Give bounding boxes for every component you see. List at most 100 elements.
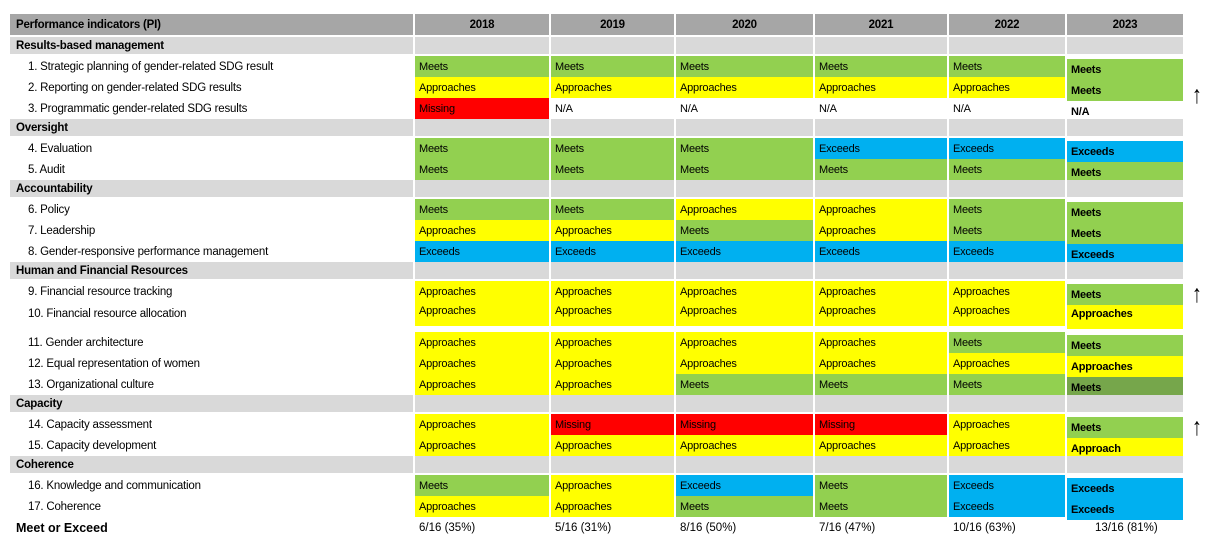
section-cell xyxy=(676,395,813,412)
section-label: Human and Financial Resources xyxy=(10,262,413,279)
status-cell-meets: Meets xyxy=(949,374,1065,395)
section-cell xyxy=(949,395,1065,412)
status-cell-exceeds: Exceeds xyxy=(551,241,674,262)
section-cell xyxy=(415,262,549,279)
indicator-table: Performance indicators (PI) 2018 2019 20… xyxy=(10,14,1202,540)
indicator-row: 6. Policy Meets Meets Approaches Approaches M… xyxy=(10,199,1183,223)
section-label: Accountability xyxy=(10,180,413,197)
status-cell-approaches: Approaches xyxy=(676,199,813,220)
status-cell-meets: Meets xyxy=(949,159,1065,180)
status-cell-approaches: Approaches xyxy=(949,435,1065,456)
status-cell-approaches: Approaches xyxy=(949,302,1065,326)
indicator-row: 11. Gender architecture Approaches Approac… xyxy=(10,332,1183,356)
status-cell-approaches: Approaches xyxy=(551,281,674,302)
section-cell xyxy=(949,180,1065,197)
year-header-2022: 2022 xyxy=(949,14,1065,35)
indicator-label: 13. Organizational culture xyxy=(10,374,413,395)
status-cell-meets: Meets xyxy=(676,374,813,395)
summary-value-2020: 8/16 (50%) xyxy=(680,521,737,534)
status-cell-meets: Meets xyxy=(1067,202,1183,223)
section-label: Coherence xyxy=(10,456,413,473)
indicator-label: 6. Policy xyxy=(10,199,413,220)
section-cell xyxy=(551,456,674,473)
indicator-label: 12. Equal representation of women xyxy=(10,353,413,374)
status-cell-exceeds: Exceeds xyxy=(1067,499,1183,520)
summary-label: Meet or Exceed xyxy=(16,520,108,535)
status-cell-approaches: Approaches xyxy=(815,435,947,456)
status-cell-approaches: Approaches xyxy=(815,353,947,374)
section-cell xyxy=(415,37,549,54)
status-cell-approaches: Approaches xyxy=(676,302,813,326)
section-cell xyxy=(551,119,674,136)
status-cell-meets: Meets xyxy=(1067,59,1183,80)
status-cell-meets: Meets xyxy=(415,56,549,77)
indicator-label: 17. Coherence xyxy=(10,496,413,517)
section-cell xyxy=(1067,37,1183,54)
indicator-row: 7. Leadership Approaches Approaches Meets Ap… xyxy=(10,220,1183,244)
status-cell-missing: Missing xyxy=(815,414,947,435)
section-row: Oversight xyxy=(10,119,1183,136)
status-cell-exceeds: Exceeds xyxy=(949,241,1065,262)
status-cell-approaches: Approaches xyxy=(415,353,549,374)
section-cell xyxy=(949,262,1065,279)
summary-value-2023: 13/16 (81%) xyxy=(1095,521,1158,534)
status-cell-approaches: Approaches xyxy=(815,302,947,326)
section-cell xyxy=(815,395,947,412)
status-cell-meets: Meets xyxy=(1067,80,1183,101)
table-body: Results-based management 1. Strategic pla… xyxy=(10,37,1202,520)
section-row: Accountability xyxy=(10,180,1183,197)
status-cell-meets: Meets xyxy=(415,475,549,496)
status-cell-meets: Meets xyxy=(676,496,813,517)
status-cell-approaches: Approaches xyxy=(815,77,947,98)
section-cell xyxy=(551,180,674,197)
section-cell xyxy=(551,37,674,54)
year-header-2023: 2023 xyxy=(1067,14,1183,35)
year-header-2020: 2020 xyxy=(676,14,813,35)
indicator-row: 10. Financial resource allocation Approac… xyxy=(10,302,1183,329)
indicator-label: 2. Reporting on gender-related SDG resul… xyxy=(10,77,413,98)
status-cell-na: N/A xyxy=(949,98,1065,119)
status-cell-approaches: Approaches xyxy=(415,435,549,456)
status-cell-approaches: Approaches xyxy=(415,332,549,353)
status-cell-exceeds: Exceeds xyxy=(676,241,813,262)
status-cell-approaches: Approaches xyxy=(415,496,549,517)
status-cell-missing: Missing xyxy=(676,414,813,435)
status-cell-exceeds: Exceeds xyxy=(949,475,1065,496)
status-cell-approaches: Approaches xyxy=(815,332,947,353)
trend-up-arrow-icon: ↑ xyxy=(1192,413,1202,442)
status-cell-approaches: Approaches xyxy=(676,281,813,302)
section-label: Oversight xyxy=(10,119,413,136)
indicator-label: 14. Capacity assessment xyxy=(10,414,413,435)
status-cell-approaches: Approach xyxy=(1067,438,1183,459)
status-cell-exceeds: Exceeds xyxy=(949,138,1065,159)
status-cell-missing: Missing xyxy=(415,98,549,119)
status-cell-approaches: Approaches xyxy=(551,77,674,98)
status-cell-approaches: Approaches xyxy=(676,353,813,374)
section-cell xyxy=(676,37,813,54)
status-cell-meets: Meets xyxy=(815,496,947,517)
status-cell-meets: Meets xyxy=(415,199,549,220)
summary-value-2018: 6/16 (35%) xyxy=(419,521,476,534)
indicator-row: 12. Equal representation of women Approac… xyxy=(10,353,1183,377)
section-label: Capacity xyxy=(10,395,413,412)
status-cell-approaches: Approaches xyxy=(949,77,1065,98)
year-header-2019: 2019 xyxy=(551,14,674,35)
status-cell-approaches: Approaches xyxy=(415,374,549,395)
section-cell xyxy=(676,180,813,197)
status-cell-exceeds: Exceeds xyxy=(1067,244,1183,265)
section-cell xyxy=(551,395,674,412)
status-cell-meets: Meets xyxy=(676,220,813,241)
status-cell-approaches: Approaches xyxy=(551,435,674,456)
indicator-row: 15. Capacity development Approaches Approa… xyxy=(10,435,1183,459)
section-cell xyxy=(551,262,674,279)
indicator-label: 15. Capacity development xyxy=(10,435,413,456)
status-cell-missing: Missing xyxy=(551,414,674,435)
year-header-2018: 2018 xyxy=(415,14,549,35)
section-cell xyxy=(815,262,947,279)
status-cell-approaches: Approaches xyxy=(551,353,674,374)
section-row: Coherence xyxy=(10,456,1183,473)
indicator-label: 4. Evaluation xyxy=(10,138,413,159)
status-cell-approaches: Approaches xyxy=(415,302,549,326)
section-cell xyxy=(1067,119,1183,136)
